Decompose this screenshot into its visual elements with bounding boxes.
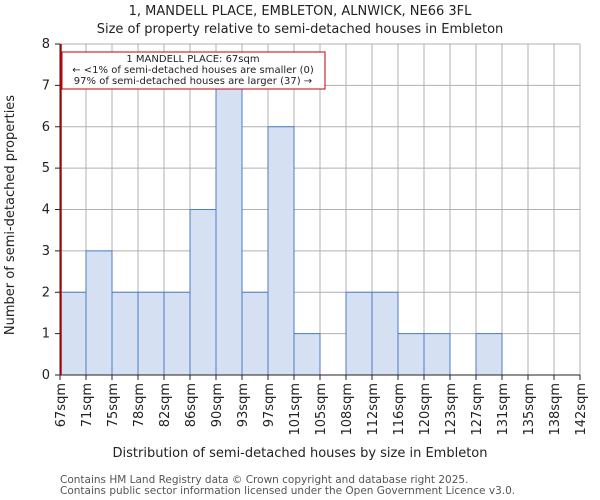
bars: [59, 84, 503, 376]
annotation-line-2: ← <1% of semi-detached houses are smalle…: [72, 65, 314, 76]
annotation-line-3: 97% of semi-detached houses are larger (…: [74, 76, 312, 87]
x-axis-label: Distribution of semi-detached houses by …: [113, 446, 488, 461]
bar-120sqm: [423, 333, 451, 376]
bar-101sqm: [293, 333, 321, 376]
bar-67sqm: [59, 291, 87, 376]
chart-title: 1, MANDELL PLACE, EMBLETON, ALNWICK, NE6…: [129, 4, 473, 19]
y-tick-label: 5: [42, 161, 50, 176]
bar-86sqm: [189, 209, 217, 376]
y-tick-label: 8: [42, 37, 50, 52]
bar-116sqm: [397, 333, 425, 376]
x-tick-label: 123sqm: [444, 383, 459, 436]
bar-97sqm: [267, 126, 295, 376]
y-tick-label: 2: [42, 285, 50, 300]
bar-71sqm: [85, 250, 113, 376]
x-tick-label: 75sqm: [106, 383, 121, 427]
x-tick-label: 127sqm: [470, 383, 485, 436]
x-tick-label: 120sqm: [418, 383, 433, 436]
y-tick-label: 7: [42, 78, 50, 93]
x-tick-label: 101sqm: [288, 383, 303, 436]
bar-82sqm: [163, 291, 191, 376]
annotation-frame: [61, 51, 326, 90]
footer-line-1: Contains HM Land Registry data © Crown c…: [60, 474, 468, 486]
bar-93sqm: [241, 291, 269, 376]
x-tick-label: 90sqm: [210, 383, 225, 427]
x-tick-label: 108sqm: [340, 383, 355, 436]
y-tick-label: 6: [42, 120, 50, 135]
chart-subtitle: Size of property relative to semi-detach…: [97, 22, 504, 37]
y-tick-label: 1: [42, 327, 50, 342]
x-tick-label: 105sqm: [314, 383, 329, 436]
footer-line-2: Contains public sector information licen…: [60, 485, 515, 497]
x-ticks: 67sqm 71sqm 75sqm 78sqm 82sqm 86sqm 90sqm 93sqm…: [54, 375, 589, 436]
x-tick-label: 131sqm: [496, 383, 511, 436]
y-tick-label: 3: [42, 244, 50, 259]
bar-90sqm: [215, 84, 243, 376]
annotation-box: 1 MANDELL PLACE: 67sqm ← <1% of semi-det…: [61, 51, 326, 90]
x-tick-label: 93sqm: [236, 383, 251, 427]
x-tick-label: 82sqm: [158, 383, 173, 427]
y-tick-label: 4: [42, 203, 50, 218]
x-tick-label: 97sqm: [262, 383, 277, 427]
x-tick-label: 116sqm: [392, 383, 407, 436]
x-tick-label: 78sqm: [132, 383, 147, 427]
x-tick-label: 112sqm: [366, 383, 381, 436]
y-axis-label: Number of semi-detached properties: [3, 95, 18, 335]
x-tick-label: 67sqm: [54, 383, 69, 427]
x-tick-label: 138sqm: [548, 383, 563, 436]
bar-78sqm: [137, 291, 165, 376]
x-tick-label: 86sqm: [184, 383, 199, 427]
bar-112sqm: [371, 291, 399, 376]
bar-108sqm: [345, 291, 373, 376]
x-tick-label: 71sqm: [80, 383, 95, 427]
bar-127sqm: [475, 333, 503, 376]
x-tick-label: 135sqm: [522, 383, 537, 436]
annotation-line-1: 1 MANDELL PLACE: 67sqm: [126, 54, 259, 65]
bar-75sqm: [111, 291, 139, 376]
x-tick-label: 142sqm: [574, 383, 589, 436]
y-ticks: 0 1 2 3 4 5 6 7 8: [42, 37, 60, 383]
y-tick-label: 0: [42, 368, 50, 383]
